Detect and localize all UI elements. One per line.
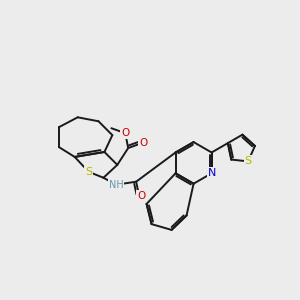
Text: O: O — [137, 190, 145, 201]
Text: S: S — [244, 156, 252, 166]
Text: S: S — [85, 167, 92, 177]
Text: NH: NH — [109, 180, 124, 190]
Text: O: O — [121, 128, 129, 138]
Text: O: O — [139, 138, 147, 148]
Text: N: N — [207, 168, 216, 178]
